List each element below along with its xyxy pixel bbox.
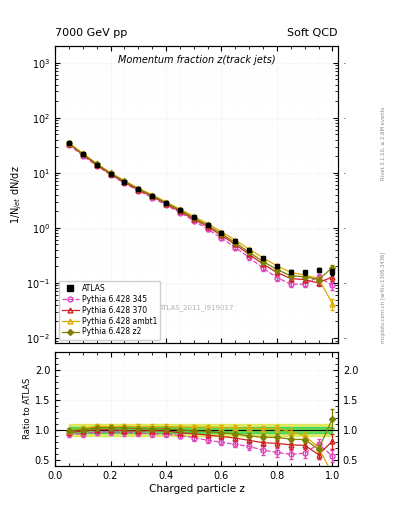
Legend: ATLAS, Pythia 6.428 345, Pythia 6.428 370, Pythia 6.428 ambt1, Pythia 6.428 z2: ATLAS, Pythia 6.428 345, Pythia 6.428 37… xyxy=(59,281,160,339)
Text: mcplots.cern.ch [arXiv:1306.3436]: mcplots.cern.ch [arXiv:1306.3436] xyxy=(381,251,386,343)
Y-axis label: 1/N$_{jet}$ dN/dz: 1/N$_{jet}$ dN/dz xyxy=(9,165,24,224)
Text: Rivet 3.1.10, ≥ 2.6M events: Rivet 3.1.10, ≥ 2.6M events xyxy=(381,106,386,180)
Text: Soft QCD: Soft QCD xyxy=(288,28,338,38)
Y-axis label: Ratio to ATLAS: Ratio to ATLAS xyxy=(23,378,32,439)
Text: ATLAS_2011_I919017: ATLAS_2011_I919017 xyxy=(159,304,234,311)
Text: Momentum fraction z(track jets): Momentum fraction z(track jets) xyxy=(118,55,275,65)
X-axis label: Charged particle z: Charged particle z xyxy=(149,483,244,494)
Text: 7000 GeV pp: 7000 GeV pp xyxy=(55,28,127,38)
